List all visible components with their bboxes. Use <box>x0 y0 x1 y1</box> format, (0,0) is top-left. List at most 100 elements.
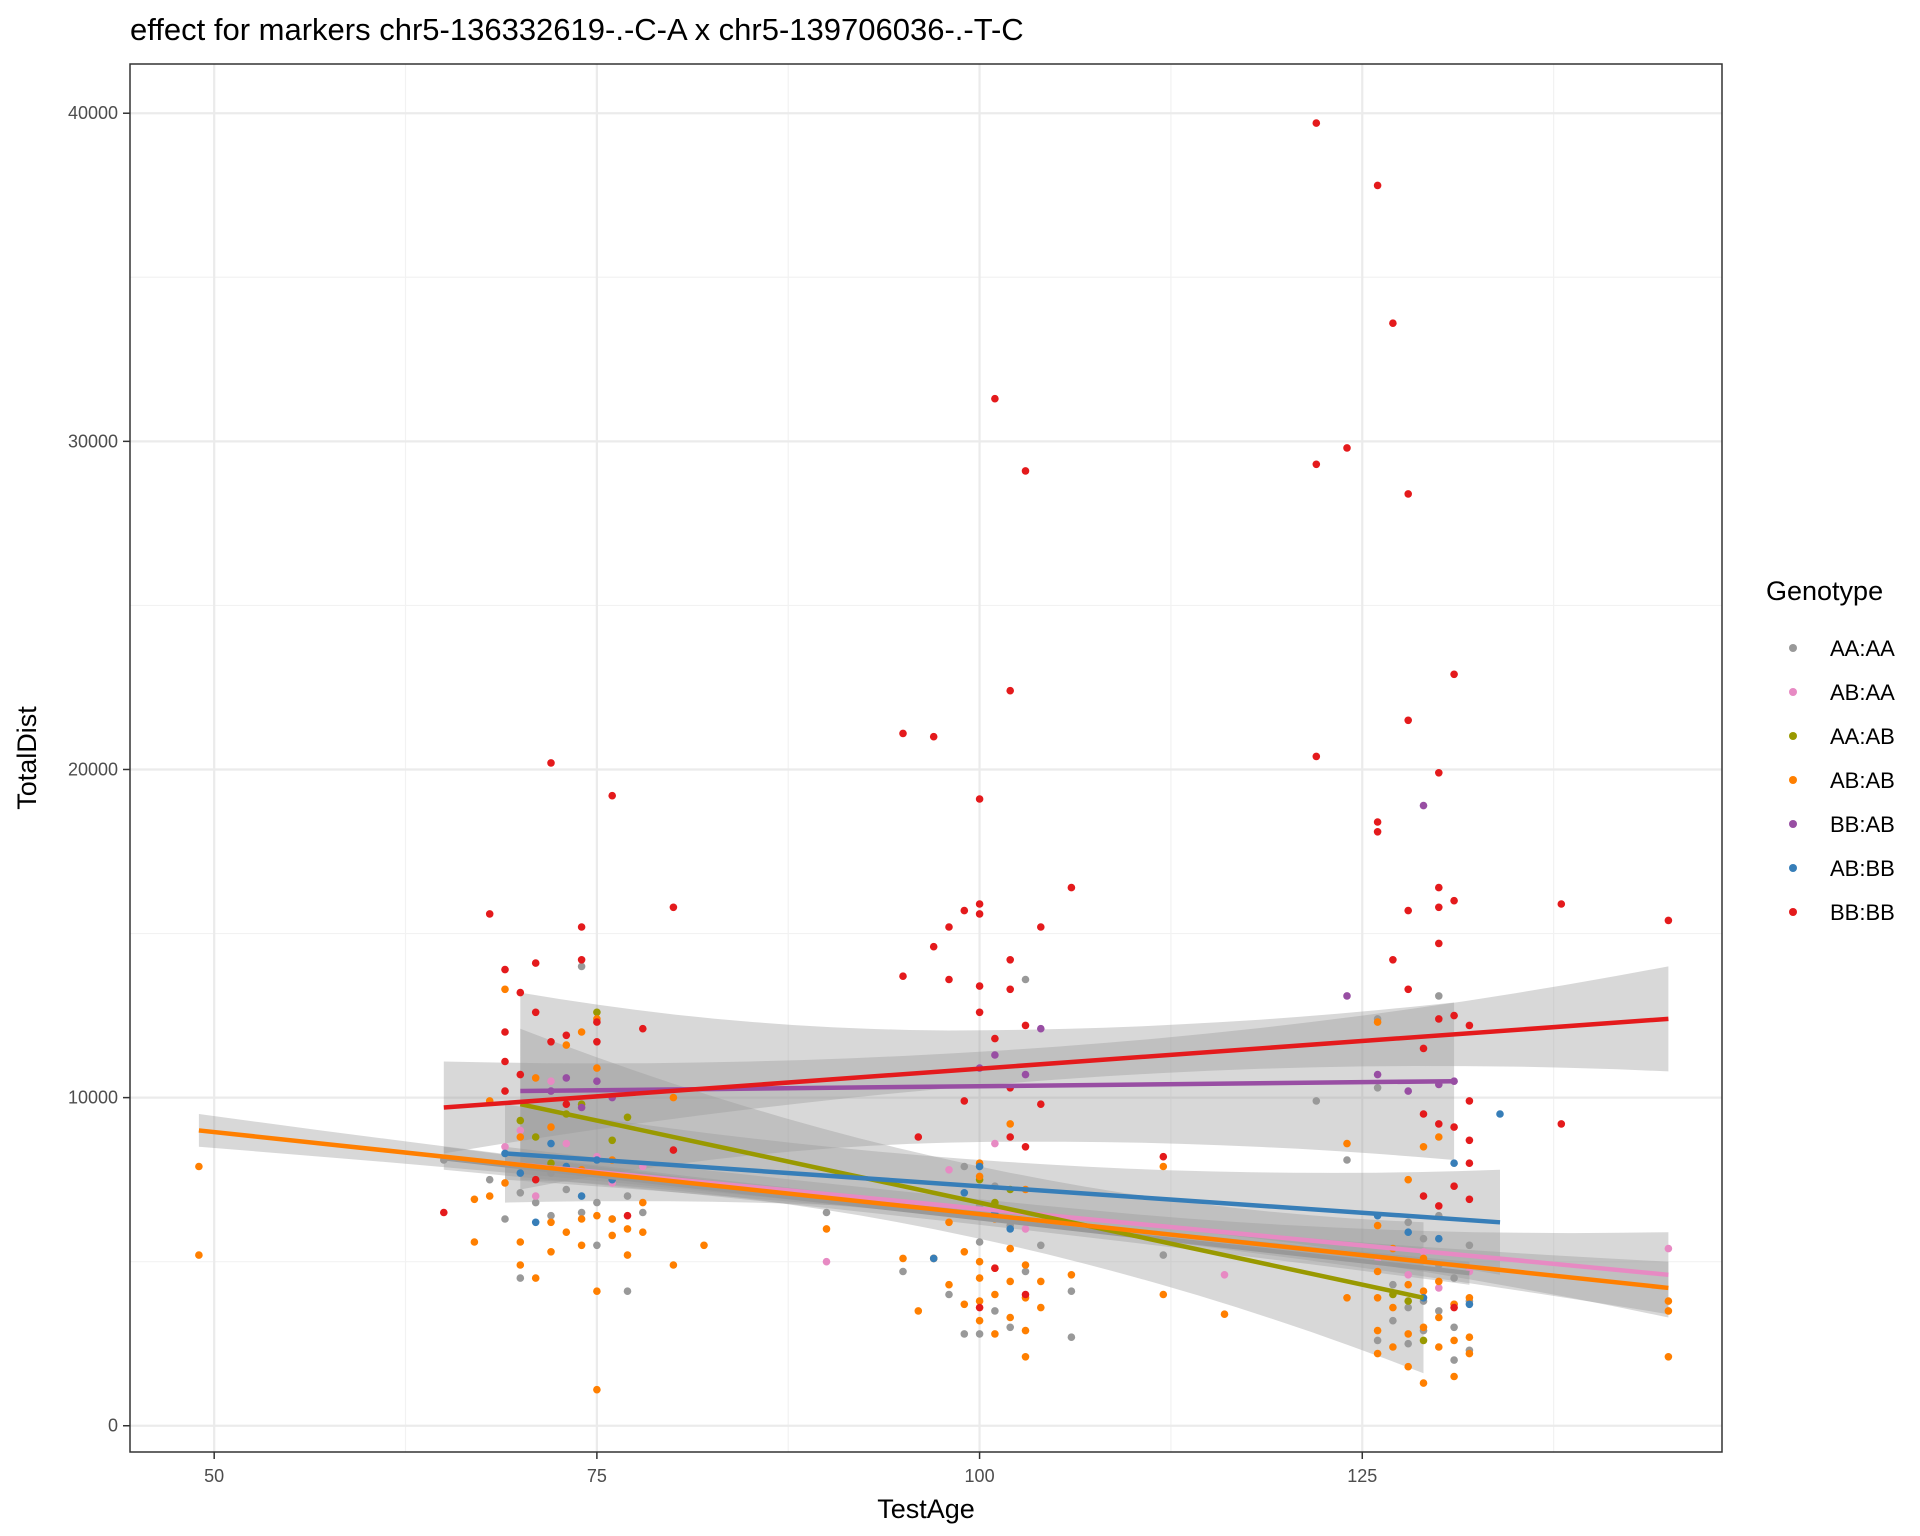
data-point <box>1435 1234 1443 1243</box>
x-tick-label: 100 <box>965 1466 995 1486</box>
data-point <box>1312 752 1321 761</box>
legend-label: AA:AA <box>1830 636 1895 661</box>
x-tick-label: 75 <box>587 1466 607 1486</box>
data-point <box>1021 1261 1030 1269</box>
data-point <box>991 1307 999 1315</box>
regression-line <box>519 1101 1424 1300</box>
legend-label: AB:AB <box>1830 768 1895 793</box>
data-point <box>899 1254 907 1263</box>
data-point <box>1373 1018 1382 1026</box>
regression-line <box>198 1128 1669 1291</box>
data-point <box>547 1123 555 1131</box>
chart-title: effect for markers chr5-136332619-.-C-A … <box>130 12 1024 47</box>
data-point <box>1664 1353 1673 1361</box>
data-point <box>1435 903 1443 912</box>
data-point <box>1373 1349 1382 1358</box>
data-point <box>1220 1310 1229 1318</box>
data-point <box>945 975 953 984</box>
data-point <box>1419 1192 1428 1200</box>
data-point <box>1037 1100 1045 1108</box>
data-point <box>1021 1267 1030 1276</box>
regression-line <box>443 1016 1669 1110</box>
data-point <box>945 1290 953 1299</box>
data-point <box>1435 1120 1443 1128</box>
data-point <box>516 1274 525 1282</box>
data-point <box>1465 1241 1474 1250</box>
confidence-band <box>443 966 1669 1154</box>
data-point <box>547 1159 555 1167</box>
data-point <box>562 1185 571 1194</box>
data-point <box>1450 670 1458 679</box>
data-point <box>516 1116 525 1125</box>
data-point <box>1021 975 1030 984</box>
data-point <box>822 1257 831 1266</box>
data-point <box>1373 1070 1382 1079</box>
data-point <box>1465 1349 1474 1358</box>
data-point <box>1312 1097 1321 1105</box>
data-point <box>531 959 540 967</box>
data-point <box>1419 1323 1428 1332</box>
data-point <box>623 1251 632 1259</box>
data-point <box>531 1008 540 1017</box>
data-point <box>1435 1307 1443 1315</box>
data-point <box>1389 1316 1397 1325</box>
grid-major <box>130 64 1722 1452</box>
data-point <box>975 1257 984 1266</box>
data-point <box>562 1031 571 1040</box>
data-point <box>639 1198 647 1207</box>
data-point <box>577 962 586 971</box>
regression-lines <box>198 1016 1669 1300</box>
data-point <box>975 1274 984 1282</box>
data-point <box>1037 923 1045 931</box>
data-point <box>547 1211 555 1220</box>
data-point <box>1435 1284 1443 1292</box>
data-point <box>1373 1267 1382 1276</box>
data-point <box>501 965 509 974</box>
data-point <box>485 1192 494 1200</box>
data-point <box>593 1198 601 1207</box>
data-point <box>1404 1303 1412 1312</box>
data-point <box>562 1100 571 1108</box>
data-point <box>1037 1241 1045 1250</box>
legend-label: BB:AB <box>1830 812 1895 837</box>
data-point <box>1159 1251 1168 1259</box>
data-point <box>1664 1297 1673 1305</box>
legend-label: BB:BB <box>1830 900 1895 925</box>
data-point <box>1037 1277 1045 1286</box>
data-point <box>516 1126 525 1135</box>
data-point <box>1419 1287 1428 1295</box>
data-point <box>547 1218 555 1227</box>
legend-key <box>1789 864 1797 872</box>
data-point <box>547 759 555 767</box>
data-point <box>975 1162 984 1171</box>
data-point <box>1435 1313 1443 1322</box>
data-point <box>960 1189 969 1197</box>
data-point <box>1465 1159 1474 1167</box>
data-point <box>195 1162 203 1171</box>
data-point <box>1021 1353 1030 1361</box>
data-point <box>593 1038 601 1046</box>
data-point <box>1450 1303 1458 1312</box>
data-point <box>1404 906 1412 915</box>
data-point <box>1419 1143 1428 1151</box>
data-point <box>1343 992 1351 1000</box>
data-point <box>593 1211 601 1220</box>
data-point <box>1435 1202 1443 1210</box>
data-point <box>1404 1297 1412 1305</box>
data-point <box>1373 818 1382 826</box>
data-point <box>1006 1277 1014 1286</box>
data-point <box>1450 1336 1458 1345</box>
data-point <box>440 1208 448 1217</box>
data-point <box>1312 119 1321 127</box>
data-point <box>1373 1326 1382 1335</box>
data-point <box>1373 1084 1382 1092</box>
y-tick-label: 40000 <box>68 103 118 123</box>
data-point <box>991 1051 999 1059</box>
data-point <box>531 1274 540 1282</box>
data-point <box>669 903 678 912</box>
legend-key <box>1789 732 1797 740</box>
data-point <box>547 1139 555 1148</box>
data-point <box>899 729 907 738</box>
data-point <box>1450 896 1458 905</box>
data-point <box>195 1251 203 1259</box>
